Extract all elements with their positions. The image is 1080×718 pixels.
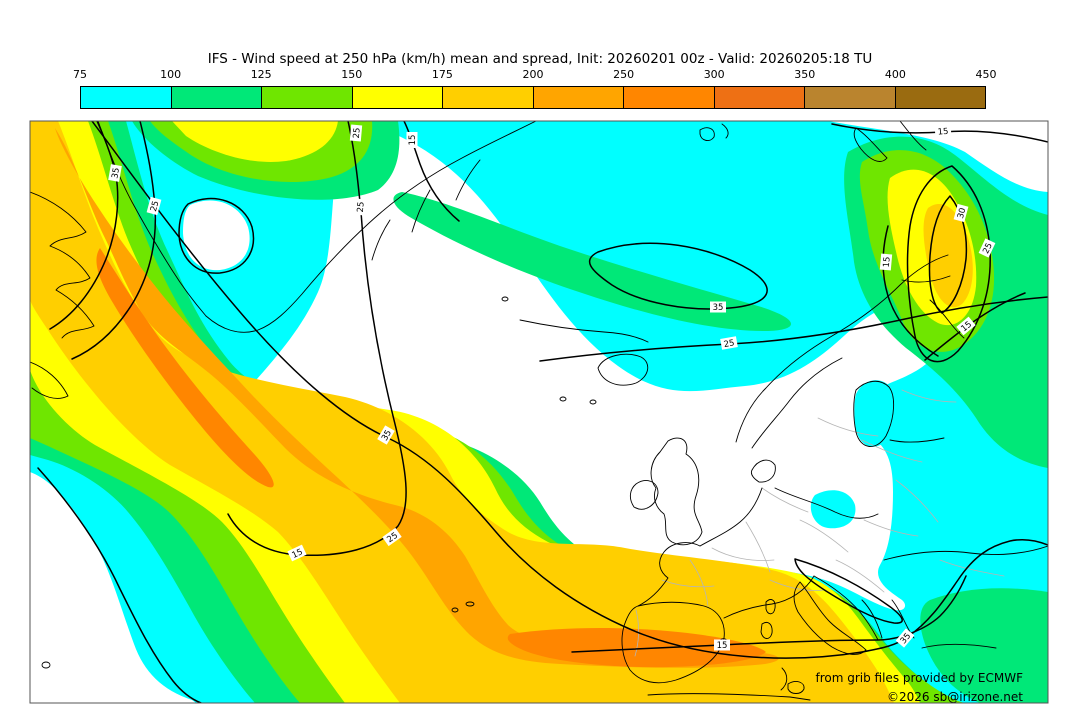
- svg-text:15: 15: [882, 256, 893, 268]
- svg-text:35: 35: [713, 303, 724, 313]
- contour-label-25: 25: [349, 124, 363, 142]
- svg-text:25: 25: [981, 241, 995, 255]
- attribution-line-2: ©2026 sb@irizone.net: [887, 690, 1023, 704]
- svg-text:15: 15: [290, 547, 304, 561]
- contour-label-25: 25: [720, 336, 738, 350]
- colorbar-segment-200-250: [533, 87, 624, 108]
- country-borders: [634, 389, 1005, 657]
- svg-text:15: 15: [717, 641, 728, 651]
- colorbar-tick-label: 175: [431, 68, 453, 81]
- svg-text:15: 15: [408, 135, 418, 146]
- svg-text:30: 30: [956, 207, 968, 220]
- contour-label-25: 25: [353, 198, 367, 216]
- map-frame: [29, 120, 1049, 704]
- attribution-line-1: from grib files provided by ECMWF: [815, 671, 1023, 685]
- colorbar-ticks: 75 100 125 150 175 200 250 300 350 400 450: [73, 68, 997, 82]
- colorbar-tick-label: 300: [703, 68, 725, 81]
- svg-text:15: 15: [937, 127, 949, 138]
- contour-label-15: 15: [287, 544, 307, 562]
- colorbar-segment-250-300: [624, 87, 715, 108]
- colorbar-segment-300-350: [714, 87, 805, 108]
- contour-label-35: 35: [377, 425, 395, 445]
- calm-region-northeast: [828, 121, 1048, 192]
- contour-label-15: 15: [714, 639, 730, 651]
- svg-text:35: 35: [380, 428, 394, 442]
- colorbar-tick-label: 350: [794, 68, 816, 81]
- colorbar-tick-label: 250: [613, 68, 635, 81]
- contour-label-15: 15: [406, 132, 418, 148]
- svg-text:25: 25: [352, 127, 363, 139]
- colorbar-tick-label: 125: [250, 68, 272, 81]
- colorbar-tick-label: 450: [975, 68, 997, 81]
- colorbar-segment-400-450: [895, 87, 985, 108]
- colorbar-tick-label: 400: [884, 68, 906, 81]
- colorbar-tick-label: 75: [73, 68, 87, 81]
- calm-region-southwest: [30, 472, 196, 703]
- attribution: from grib files provided by ECMWF ©2026 …: [815, 671, 1023, 704]
- svg-text:25: 25: [149, 200, 161, 213]
- colorbar-tick-label: 100: [160, 68, 182, 81]
- svg-text:25: 25: [723, 338, 735, 350]
- contour-label-25: 25: [978, 238, 996, 258]
- svg-text:35: 35: [110, 167, 122, 179]
- contour-label-25: 25: [146, 196, 161, 216]
- contour-label-15: 15: [879, 253, 893, 271]
- colorbar-segment-175-200: [443, 87, 534, 108]
- colorbar-segments: [80, 86, 986, 109]
- colorbar-segment-75-100: [81, 87, 172, 108]
- colorbar-segment-100-125: [171, 87, 262, 108]
- colorbar-tick-label: 150: [341, 68, 363, 81]
- calm-region-greenland-interior: [183, 200, 250, 271]
- colorbar-segment-350-400: [805, 87, 896, 108]
- contour-label-15: 15: [934, 124, 952, 138]
- page-title: IFS - Wind speed at 250 hPa (km/h) mean …: [207, 51, 873, 67]
- colorbar-segment-150-175: [352, 87, 443, 108]
- colorbar-segment-125-150: [262, 87, 353, 108]
- contour-label-35: 35: [108, 164, 122, 182]
- colorbar-tick-label: 200: [522, 68, 544, 81]
- contour-label-30: 30: [953, 203, 968, 223]
- coastlines: [30, 121, 1048, 701]
- spread-contours: [37, 121, 1048, 703]
- contour-label-35: 35: [710, 301, 726, 313]
- wind-speed-fill-field: [30, 121, 1048, 703]
- svg-text:25: 25: [356, 201, 367, 213]
